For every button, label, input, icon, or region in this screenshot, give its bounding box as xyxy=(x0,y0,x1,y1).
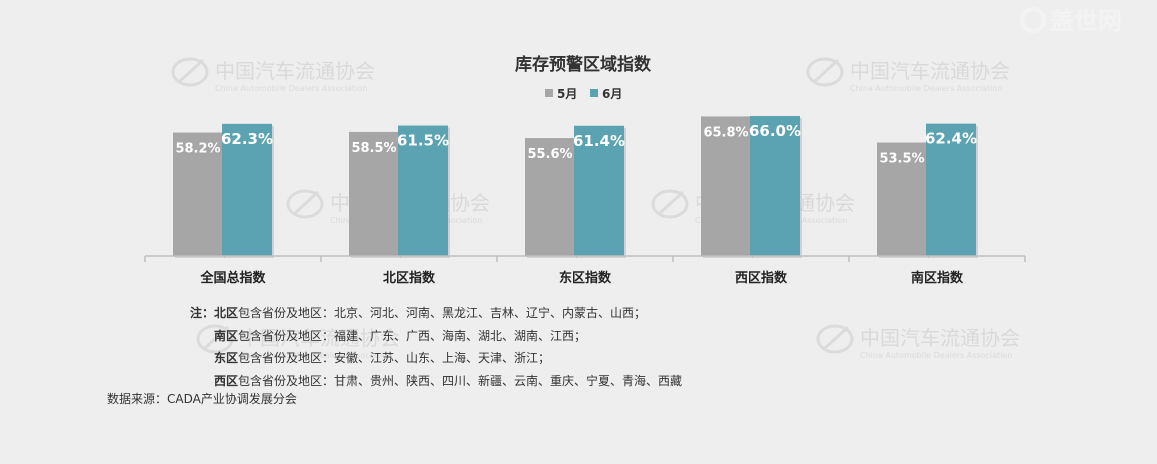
bar xyxy=(398,125,448,256)
bar xyxy=(173,132,223,256)
category-label: 西区指数 xyxy=(735,270,788,286)
category-label: 全国总指数 xyxy=(199,270,266,286)
note-line-west: 西区包含省份及地区：甘肃、贵州、陕西、四川、新疆、云南、重庆、宁夏、青海、西藏 xyxy=(190,370,682,393)
category-label: 东区指数 xyxy=(559,270,612,286)
note-text: 包含省份及地区：北京、河北、河南、黑龙江、吉林、辽宁、内蒙古、山西； xyxy=(238,306,647,320)
notes-block: 注：北区包含省份及地区：北京、河北、河南、黑龙江、吉林、辽宁、内蒙古、山西； 南… xyxy=(190,302,682,392)
category-label: 南区指数 xyxy=(911,270,964,286)
site-logo: 盖世网 xyxy=(1020,7,1122,35)
x-axis-ticks xyxy=(144,256,1026,262)
bar-value-label: 61.4% xyxy=(573,132,625,150)
bar xyxy=(525,138,575,256)
bars-group: 58.2%62.3% 58.5% 61.5% 55.6%61.4% 65.8% 66.0%… xyxy=(173,116,978,259)
note-region: 东区 xyxy=(214,351,239,365)
bar-value-label: 61.5% xyxy=(397,132,449,150)
legend-swatch xyxy=(545,89,553,97)
note-line-north: 注：北区包含省份及地区：北京、河北、河南、黑龙江、吉林、辽宁、内蒙古、山西； xyxy=(190,302,682,325)
bar-value-label: 66.0% xyxy=(749,122,801,140)
bar xyxy=(701,116,751,256)
note-line-east: 东区包含省份及地区：安徽、江苏、山东、上海、天津、浙江； xyxy=(190,347,682,370)
legend-label: 5月 xyxy=(557,87,577,101)
category-label: 北区指数 xyxy=(383,270,436,286)
watermark-org-en: China Automobile Dealers Association xyxy=(215,84,367,93)
watermark-org-cn: 中国汽车流通协会 xyxy=(850,59,1010,83)
legend: 5月 6月 xyxy=(545,87,622,101)
watermark-org-cn: 中国汽车流通协会 xyxy=(860,326,1020,350)
bar-value-label: 53.5% xyxy=(879,152,924,167)
note-line-south: 南区包含省份及地区：福建、广东、广西、海南、湖北、湖南、江西； xyxy=(190,325,682,348)
watermark-org-en: China Automobile Dealers Association xyxy=(860,351,1012,360)
legend-item: 5月 xyxy=(545,87,577,101)
watermark-org-cn: 中国汽车流通协会 xyxy=(240,326,400,350)
bar xyxy=(750,116,800,256)
bar-value-label: 58.2% xyxy=(175,142,220,157)
note-prefix: 注： xyxy=(190,306,215,320)
bar-value-label: 62.3% xyxy=(221,130,273,148)
bar xyxy=(926,123,976,257)
bar-value-label: 55.6% xyxy=(527,147,572,162)
category-labels: 全国总指数 北区指数 东区指数 西区指数 南区指数 xyxy=(199,270,964,286)
legend-swatch xyxy=(590,89,598,97)
note-text: 包含省份及地区：甘肃、贵州、陕西、四川、新疆、云南、重庆、宁夏、青海、西藏 xyxy=(238,373,683,388)
legend-label: 6月 xyxy=(602,87,622,101)
bar xyxy=(349,131,399,256)
bar xyxy=(877,142,927,256)
legend-item: 6月 xyxy=(590,87,622,101)
note-region: 西区 xyxy=(214,373,239,388)
watermark-org-en: China Automobile Dealers Association xyxy=(240,351,392,360)
bar-value-label: 62.4% xyxy=(925,130,977,148)
note-region: 南区 xyxy=(214,328,239,343)
bar-value-label: 65.8% xyxy=(703,125,748,140)
note-text: 包含省份及地区：安徽、江苏、山东、上海、天津、浙江； xyxy=(238,351,551,365)
site-logo-text: 盖世网 xyxy=(1050,7,1122,35)
watermark-org-cn: 中国汽车流通协会 xyxy=(215,59,375,83)
note-text: 包含省份及地区：福建、广东、广西、海南、湖北、湖南、江西； xyxy=(238,328,587,343)
note-region: 北区 xyxy=(214,306,239,320)
bar-value-label: 58.5% xyxy=(351,141,396,156)
data-source: 数据来源：CADA产业协调发展分会 xyxy=(107,392,297,406)
watermark-org-en: China Automobile Dealers Association xyxy=(850,84,1002,93)
bar xyxy=(574,125,624,257)
bar xyxy=(222,123,272,257)
chart-title: 库存预警区域指数 xyxy=(515,54,652,75)
